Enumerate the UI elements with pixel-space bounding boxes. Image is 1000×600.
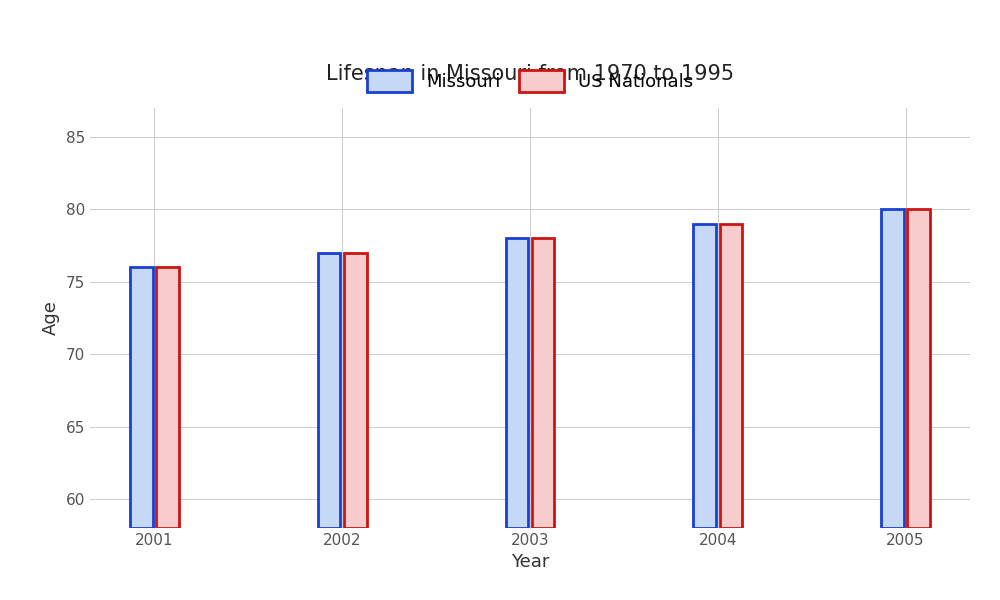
Bar	[532, 238, 554, 528]
X-axis label: Year: Year	[511, 553, 549, 571]
Bar	[130, 268, 153, 528]
Bar	[693, 224, 716, 528]
Bar	[318, 253, 340, 528]
Bar	[156, 268, 179, 528]
Bar	[881, 209, 904, 528]
Y-axis label: Age: Age	[42, 301, 60, 335]
Legend: Missouri, US Nationals: Missouri, US Nationals	[359, 62, 701, 99]
Bar	[506, 238, 528, 528]
Bar	[907, 209, 930, 528]
Bar	[720, 224, 742, 528]
Bar	[344, 253, 367, 528]
Title: Lifespan in Missouri from 1970 to 1995: Lifespan in Missouri from 1970 to 1995	[326, 64, 734, 84]
